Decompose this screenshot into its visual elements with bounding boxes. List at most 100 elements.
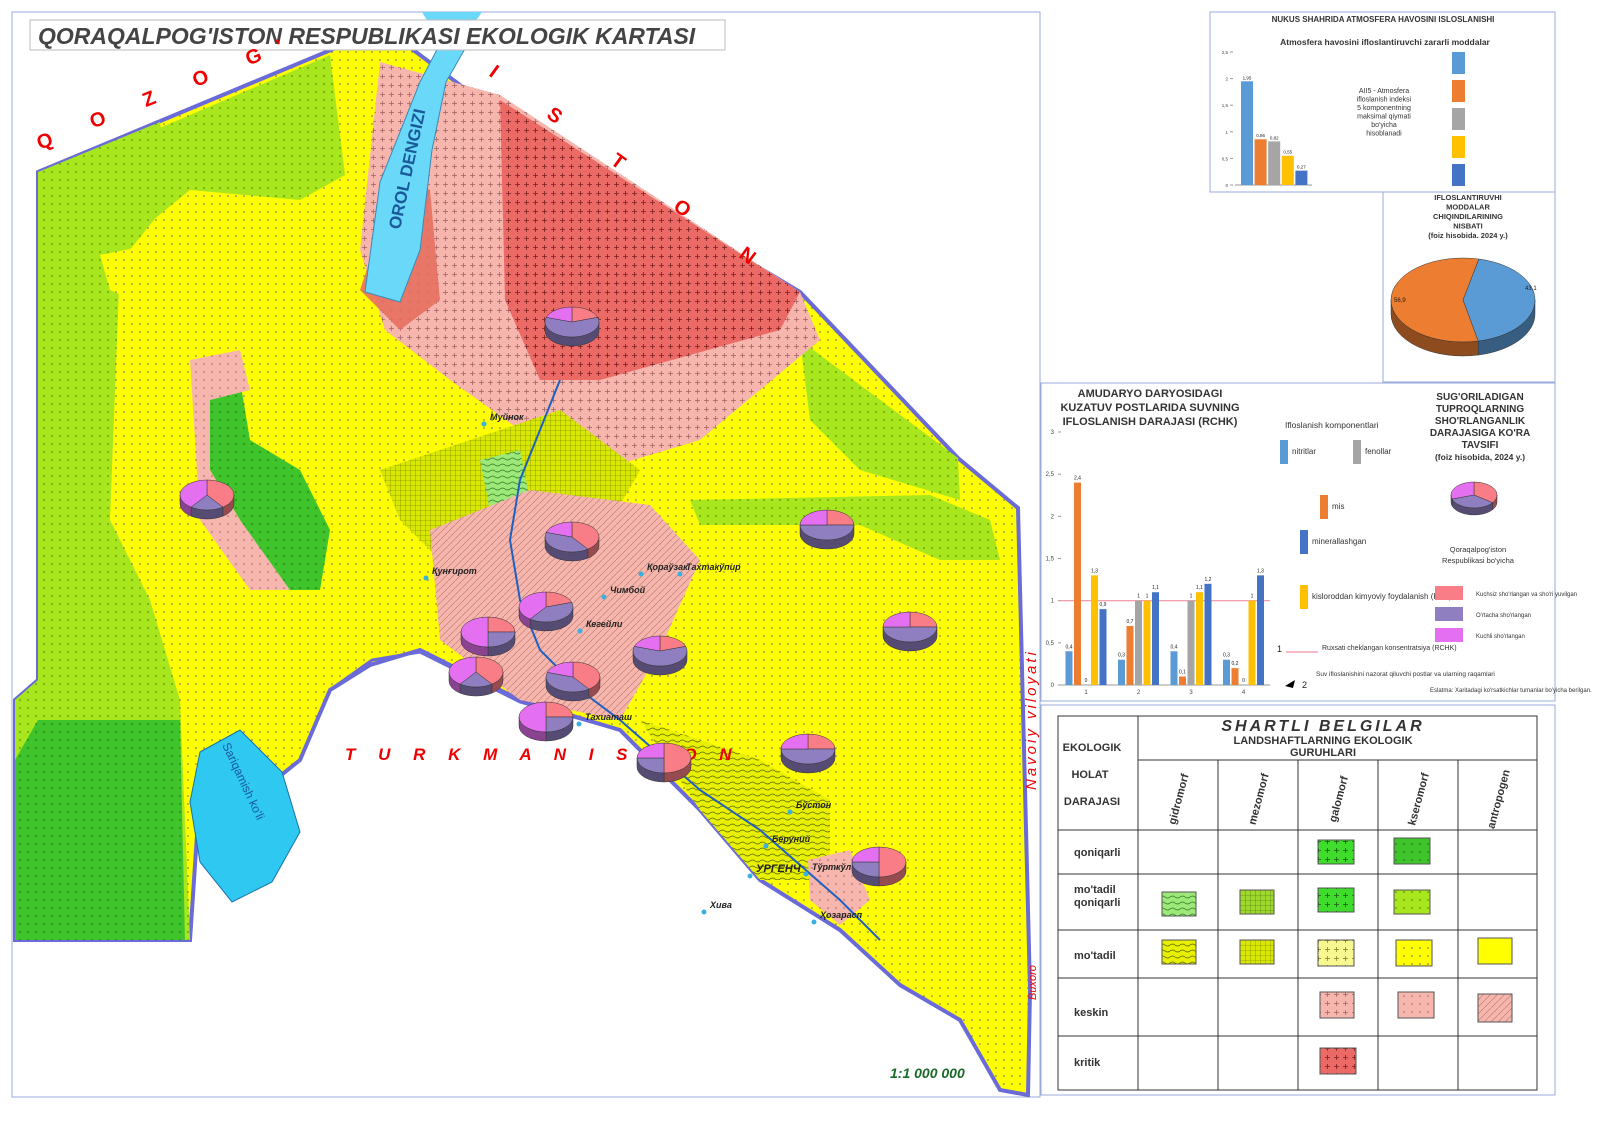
city-label: Бўстон [796, 800, 832, 810]
row-header: EKOLOGIK [1063, 742, 1122, 754]
value-label: 43,1 [1525, 286, 1537, 292]
pie-slice [179, 479, 208, 508]
pie-slice [1390, 257, 1480, 343]
legend-swatch [1452, 52, 1465, 74]
row-label: qoniqarli [1074, 847, 1120, 859]
chart-title: AMUDARYO DARYOSIDAGI [1078, 388, 1223, 400]
legend-label: O'rtacha sho'rlangan [1476, 613, 1531, 619]
pie-slice [909, 611, 938, 628]
city-dot [811, 919, 817, 925]
chart-note: bo'yicha [1371, 122, 1397, 129]
value-label: 0,86 [1256, 133, 1265, 138]
city-dot [638, 571, 644, 577]
legend-swatch [1452, 136, 1465, 158]
value-label: 1 [1137, 594, 1140, 600]
pie-slice [529, 602, 574, 623]
city-dot [601, 594, 607, 600]
value-label: 0,2 [1232, 661, 1239, 667]
pie-slice [1462, 258, 1536, 342]
bar [1179, 676, 1186, 685]
legend-swatch [1452, 80, 1465, 102]
pie-slice [572, 661, 601, 690]
chart-title: SUG'ORILADIGAN [1436, 392, 1523, 403]
country-label: T U R K M A N I S T O N [345, 745, 741, 764]
chart-title: KUZATUV POSTLARIDA SUVNING [1060, 402, 1239, 414]
x-tick-label: 3 [1189, 690, 1193, 696]
x-tick-label: 2 [1137, 690, 1141, 696]
city-label: Кегейли [586, 619, 623, 629]
city-label: УРГЕНЧ [756, 863, 801, 875]
value-label: 0,9 [1100, 602, 1107, 608]
y-tick-label: 0 [1225, 183, 1228, 188]
city-dot [481, 421, 487, 427]
row-label: keskin [1074, 1007, 1109, 1019]
pie-slice [632, 646, 688, 667]
city-label: Тахтакўпир [686, 562, 741, 572]
bar [1118, 659, 1125, 685]
legend-swatch [1452, 108, 1465, 130]
y-tick-label: 0,5 [1222, 156, 1229, 161]
legend-label: Kuchsiz sho'rlangan va sho'ri yuvilgan [1476, 592, 1577, 598]
value-label: 1 [1190, 594, 1193, 600]
city-dot [701, 909, 707, 915]
y-tick-label: 1,5 [1222, 103, 1229, 108]
pie-slice [780, 748, 836, 765]
chart-title: MODDALAR [1446, 203, 1490, 212]
row-header: DARAJASI [1064, 796, 1120, 808]
pie-slice [799, 509, 828, 526]
y-tick-label: 2 [1051, 514, 1055, 520]
bar [1143, 600, 1151, 685]
pie-slice [807, 733, 836, 750]
city-dot [423, 575, 429, 581]
bar [1257, 575, 1264, 685]
bar [1074, 482, 1081, 685]
row-label: qoniqarli [1074, 897, 1120, 909]
bar [1248, 600, 1256, 685]
legend-swatch [1320, 495, 1328, 519]
bar [1231, 668, 1239, 685]
value-label: 1,2 [1205, 577, 1212, 583]
bar [1187, 600, 1195, 685]
y-tick-label: 1,5 [1046, 557, 1055, 563]
chart-note: ifloslanish indeksi [1357, 97, 1412, 104]
aral-sea [364, 39, 471, 303]
bar [1223, 659, 1230, 685]
bar [1065, 651, 1073, 685]
chart-subtitle: Atmosfera havosini ifloslantiruvchi zara… [1280, 37, 1490, 47]
pie-slice [545, 701, 574, 718]
chart-title: (foiz hisobida, 2024 y.) [1435, 452, 1525, 462]
pie-slice [571, 521, 600, 550]
pie-slice [546, 661, 574, 678]
chart-title: TAVSIFI [1462, 440, 1499, 451]
chart-title: SHO'RLANGANLIK [1435, 416, 1526, 427]
y-tick-label: 2,5 [1222, 50, 1229, 55]
district-pies [179, 306, 938, 887]
value-label: 0,3 [1118, 653, 1125, 659]
y-tick-label: 2,5 [1046, 472, 1055, 478]
chart-subtitle: Qoraqalpog'iston [1450, 545, 1506, 554]
city-dot [787, 809, 793, 815]
city-dot [577, 628, 583, 634]
pie-slice [780, 733, 809, 750]
value-label: 56,9 [1394, 298, 1406, 304]
y-tick-label: 1 [1225, 130, 1228, 135]
legend-title: SHARTLI BELGILAR [1221, 718, 1424, 735]
value-label: 2,4 [1074, 476, 1081, 482]
zone-pink [190, 350, 290, 590]
value-label: 1,1 [1196, 585, 1203, 591]
chart-note: maksimal qiymati [1357, 114, 1411, 121]
bar [1241, 81, 1253, 185]
legend-title: Ifloslanish komponentlari [1285, 420, 1379, 430]
x-tick-label: 4 [1242, 690, 1246, 696]
region-label: Buxoro [1027, 965, 1039, 1000]
city-dot [677, 571, 683, 577]
chart-title: IFLOSLANTIRUVHI [1434, 193, 1502, 202]
chart-note: AII5 - Atmosfera [1359, 88, 1409, 95]
sarygamysh-lake [189, 729, 301, 903]
value-label: 0,4 [1066, 644, 1073, 650]
zone-yellow [100, 190, 380, 330]
zone-lime [690, 495, 1000, 560]
legend-key: 2 [1302, 680, 1307, 690]
